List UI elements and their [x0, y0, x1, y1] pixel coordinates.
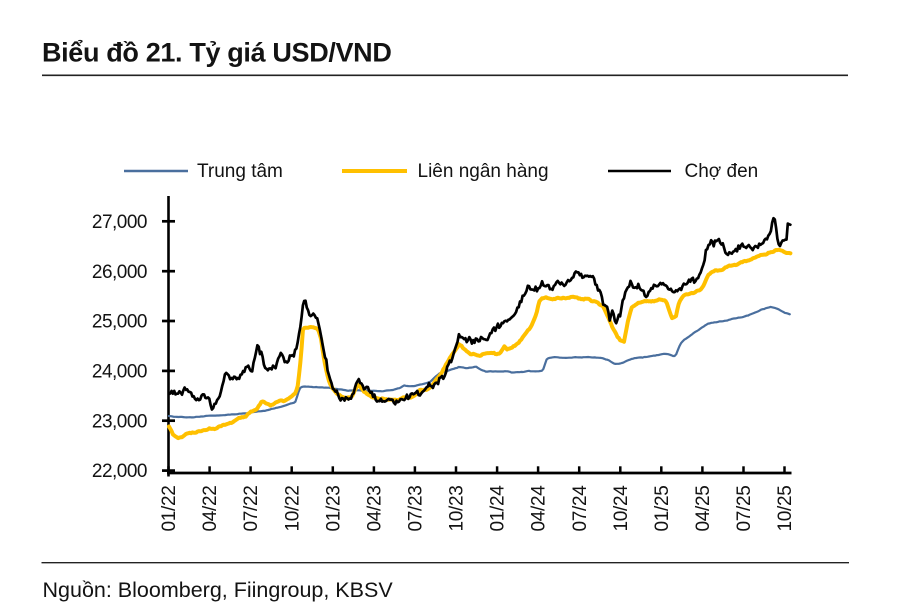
svg-text:10/24: 10/24 — [611, 485, 632, 532]
svg-text:25,000: 25,000 — [92, 312, 147, 333]
svg-text:07/22: 07/22 — [241, 486, 262, 532]
svg-text:Chợ đen: Chợ đen — [685, 161, 759, 182]
svg-text:10/22: 10/22 — [282, 486, 303, 532]
svg-text:01/22: 01/22 — [159, 486, 180, 532]
svg-text:Biểu đồ 21. Tỷ giá USD/VND: Biểu đồ 21. Tỷ giá USD/VND — [42, 38, 391, 68]
svg-text:04/23: 04/23 — [365, 486, 386, 532]
svg-text:07/23: 07/23 — [406, 486, 427, 532]
svg-text:04/24: 04/24 — [529, 485, 550, 532]
svg-text:Liên ngân hàng: Liên ngân hàng — [418, 161, 549, 182]
svg-text:Nguồn: Bloomberg, Fiingroup, K: Nguồn: Bloomberg, Fiingroup, KBSV — [43, 578, 394, 602]
svg-text:Trung tâm: Trung tâm — [197, 161, 283, 182]
svg-text:10/25: 10/25 — [775, 486, 796, 532]
svg-text:22,000: 22,000 — [92, 461, 147, 482]
svg-text:01/25: 01/25 — [652, 486, 673, 532]
svg-text:07/25: 07/25 — [734, 486, 755, 532]
svg-text:04/25: 04/25 — [693, 486, 714, 532]
svg-text:10/23: 10/23 — [447, 486, 468, 532]
svg-text:01/24: 01/24 — [488, 485, 509, 532]
svg-text:07/24: 07/24 — [570, 485, 591, 532]
svg-text:26,000: 26,000 — [92, 262, 147, 283]
svg-text:04/22: 04/22 — [200, 486, 221, 532]
svg-text:01/23: 01/23 — [323, 486, 344, 532]
svg-text:27,000: 27,000 — [92, 212, 147, 233]
svg-text:23,000: 23,000 — [92, 411, 147, 432]
svg-text:24,000: 24,000 — [92, 362, 147, 383]
